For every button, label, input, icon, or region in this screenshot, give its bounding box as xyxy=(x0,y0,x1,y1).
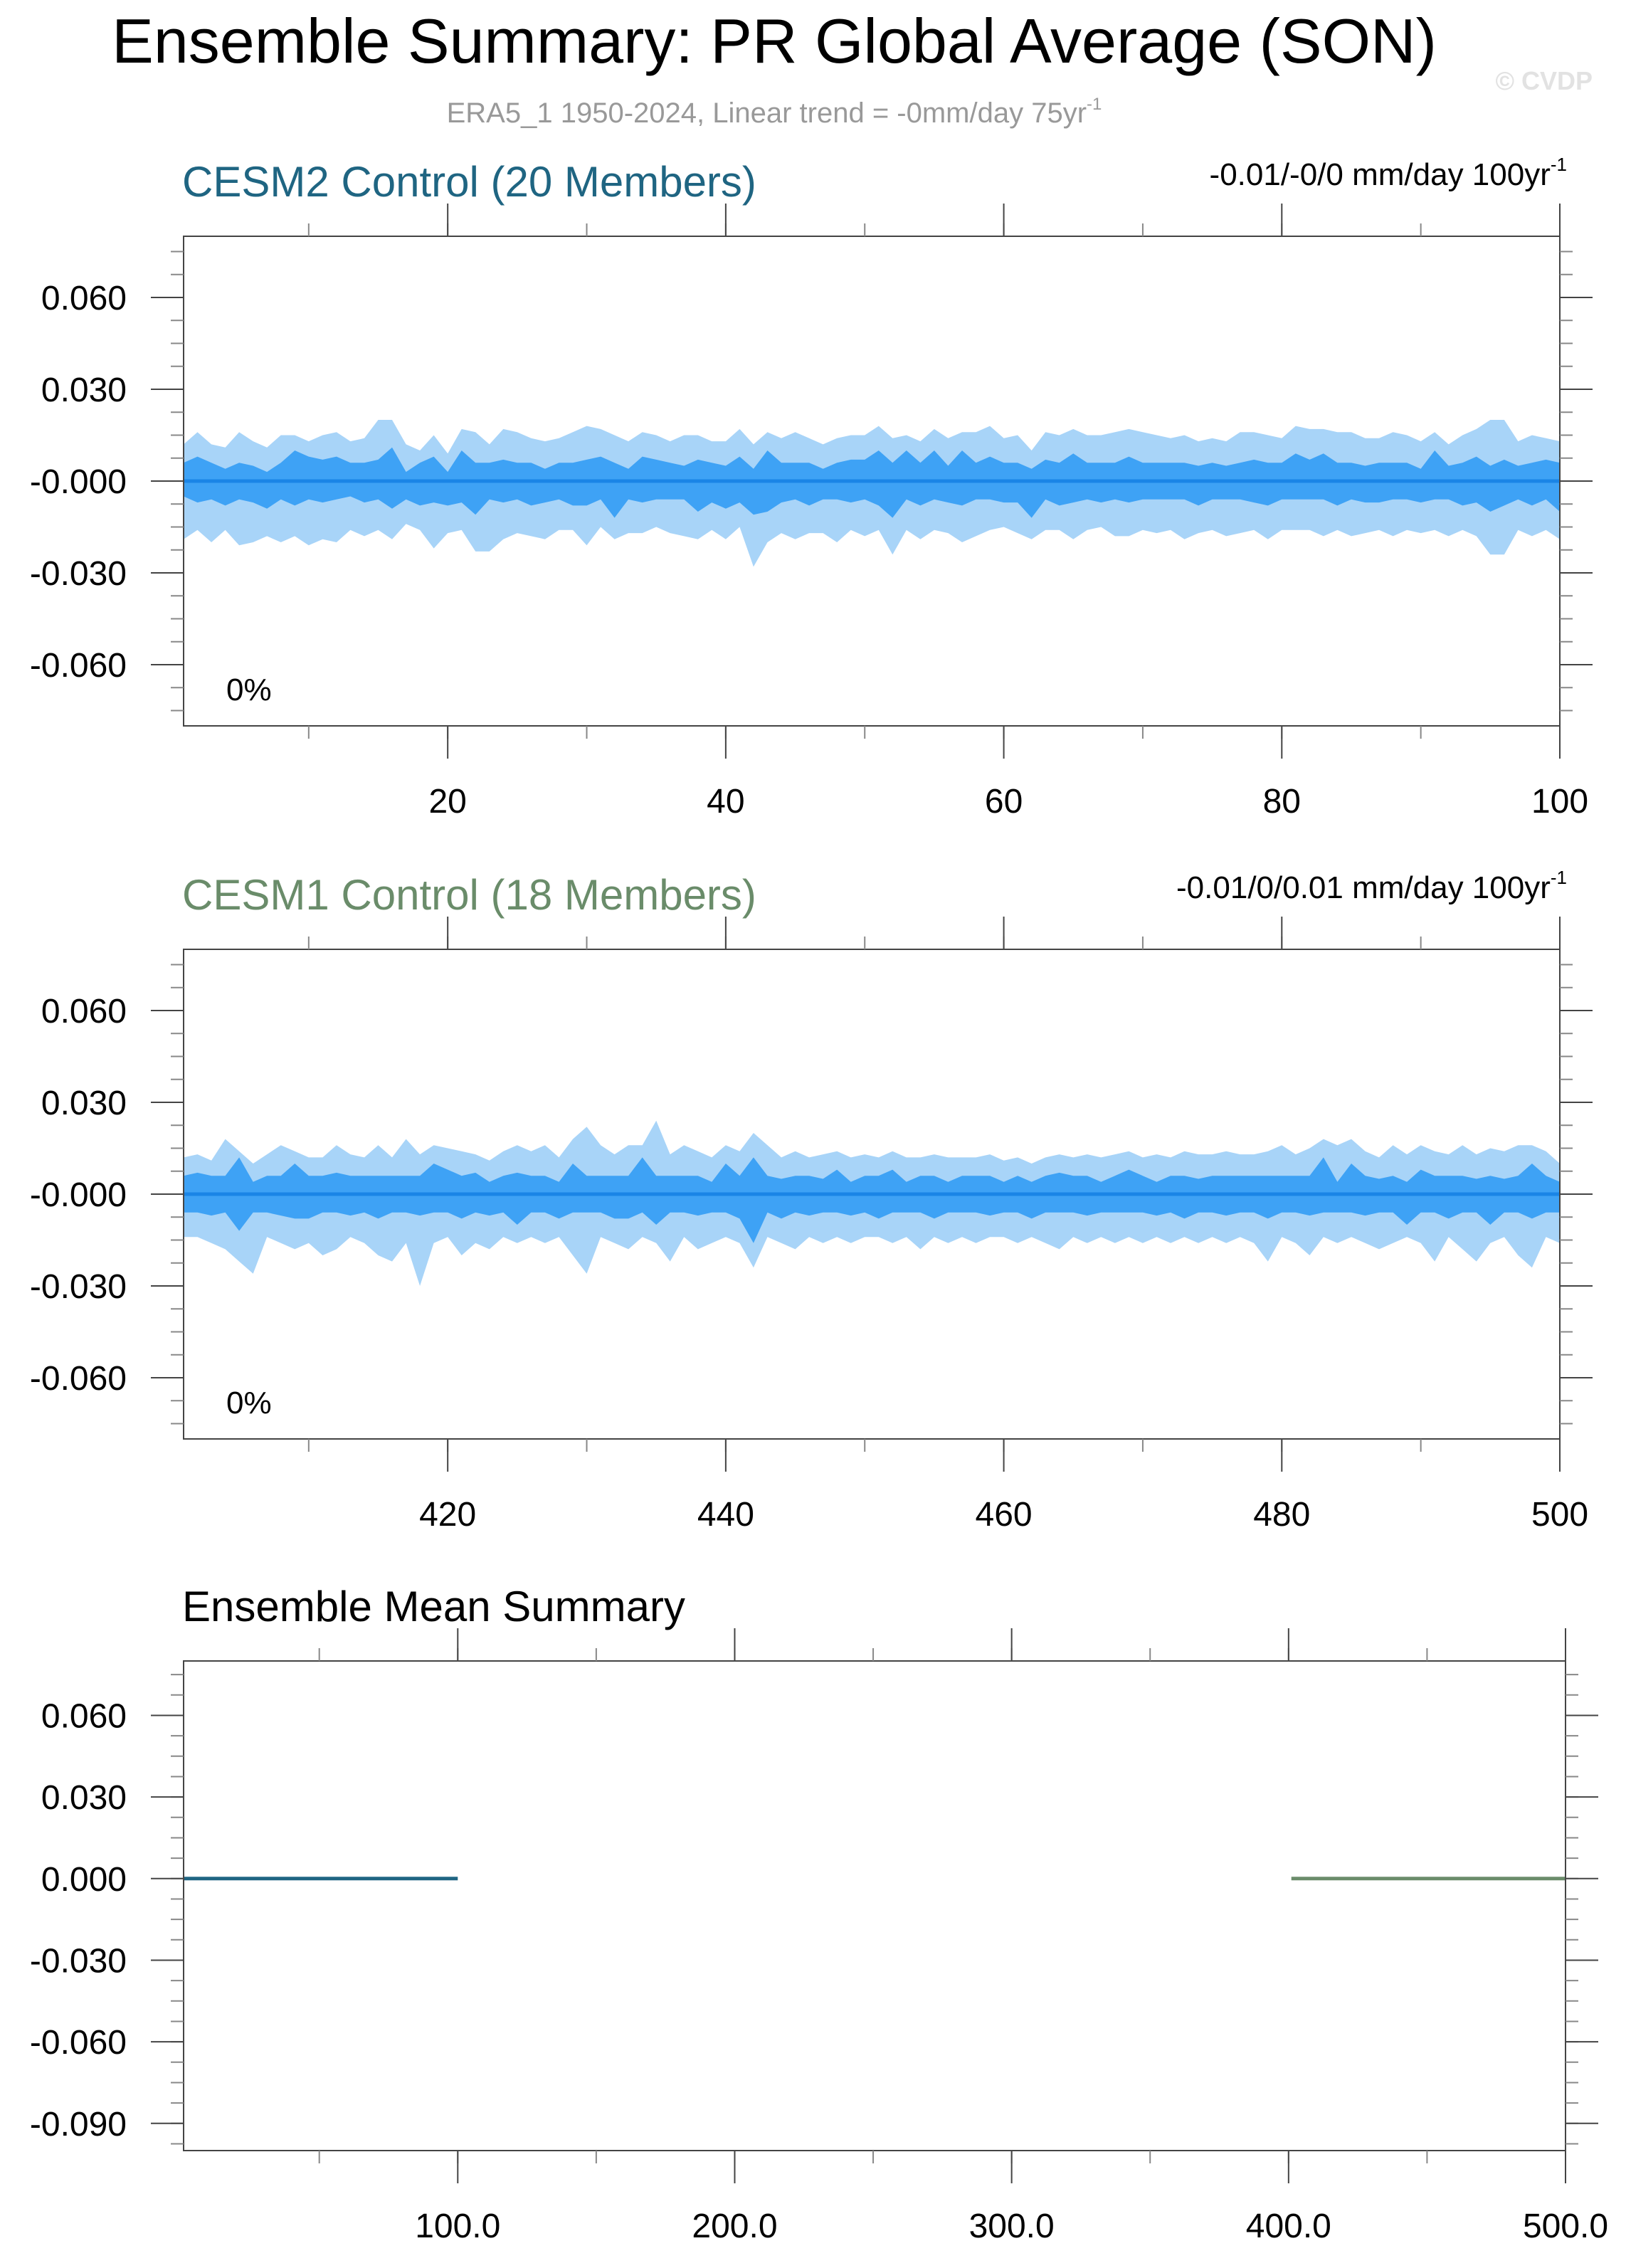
y-tick-label: -0.060 xyxy=(30,647,127,685)
panel-title: Ensemble Mean Summary xyxy=(182,1583,685,1630)
x-tick-label: 440 xyxy=(697,1496,754,1534)
percent-annotation: 0% xyxy=(226,673,272,707)
chart-panels: CESM2 Control (20 Members) -0.01/-0/0 mm/… xyxy=(30,154,1608,2245)
y-tick-label: -0.060 xyxy=(30,2024,127,2062)
panel-title: CESM2 Control (20 Members) xyxy=(182,158,756,206)
x-tick-label: 500.0 xyxy=(1523,2208,1608,2245)
y-tick-label: 0.060 xyxy=(41,280,127,317)
trend-label: -0.01/0/0.01 mm/day 100yr-1 xyxy=(1176,867,1567,905)
y-tick-label: -0.030 xyxy=(30,1268,127,1306)
x-tick-label: 460 xyxy=(976,1496,1033,1534)
x-tick-label: 100 xyxy=(1531,783,1588,821)
x-tick-label: 500 xyxy=(1531,1496,1588,1534)
y-tick-label: -0.030 xyxy=(30,555,127,593)
y-tick-label: 0.000 xyxy=(41,1861,127,1899)
x-tick-label: 60 xyxy=(985,783,1023,821)
trend-label-text: -0.01/0/0.01 mm/day 100yr xyxy=(1176,870,1551,905)
subtitle-superscript: -1 xyxy=(1087,95,1102,114)
panel-3: Ensemble Mean Summary 0.060 0.030 0.000 -0.0… xyxy=(30,1583,1608,2245)
panel-1: CESM2 Control (20 Members) -0.01/-0/0 mm/… xyxy=(30,154,1593,821)
y-tick-label: -0.000 xyxy=(30,1176,127,1214)
y-tick-label: 0.060 xyxy=(41,1697,127,1735)
x-tick-label: 420 xyxy=(419,1496,476,1534)
y-tick-label: 0.030 xyxy=(41,371,127,409)
trend-label: -0.01/-0/0 mm/day 100yr-1 xyxy=(1210,154,1567,192)
y-tick-label: -0.000 xyxy=(30,463,127,501)
panel-title: CESM1 Control (18 Members) xyxy=(182,871,756,919)
inner-spread-band xyxy=(184,1157,1560,1243)
trend-label-text: -0.01/-0/0 mm/day 100yr xyxy=(1210,157,1551,192)
panel-2: CESM1 Control (18 Members) -0.01/0/0.01 m… xyxy=(30,867,1593,1534)
subtitle-text: ERA5_1 1950-2024, Linear trend = -0mm/da… xyxy=(447,97,1087,129)
x-tick-label: 80 xyxy=(1263,783,1301,821)
x-tick-label: 300.0 xyxy=(969,2208,1055,2245)
x-tick-label: 400.0 xyxy=(1246,2208,1331,2245)
percent-annotation: 0% xyxy=(226,1386,272,1420)
x-tick-label: 480 xyxy=(1253,1496,1310,1534)
x-tick-label: 100.0 xyxy=(415,2208,500,2245)
trend-label-superscript: -1 xyxy=(1551,867,1567,888)
x-tick-label: 200.0 xyxy=(692,2208,777,2245)
trend-label-superscript: -1 xyxy=(1551,154,1567,175)
y-tick-label: 0.060 xyxy=(41,993,127,1030)
watermark: © CVDP xyxy=(1495,66,1593,95)
y-tick-label: 0.030 xyxy=(41,1779,127,1817)
y-tick-label: -0.090 xyxy=(30,2106,127,2143)
plot-frame xyxy=(183,1660,1566,2151)
figure-subtitle: ERA5_1 1950-2024, Linear trend = -0mm/da… xyxy=(447,95,1102,129)
x-tick-label: 20 xyxy=(428,783,466,821)
y-tick-label: -0.030 xyxy=(30,1942,127,1980)
y-tick-label: -0.060 xyxy=(30,1360,127,1398)
y-tick-label: 0.030 xyxy=(41,1085,127,1122)
x-tick-label: 40 xyxy=(707,783,744,821)
figure-title: Ensemble Summary: PR Global Average (SON… xyxy=(112,6,1437,76)
